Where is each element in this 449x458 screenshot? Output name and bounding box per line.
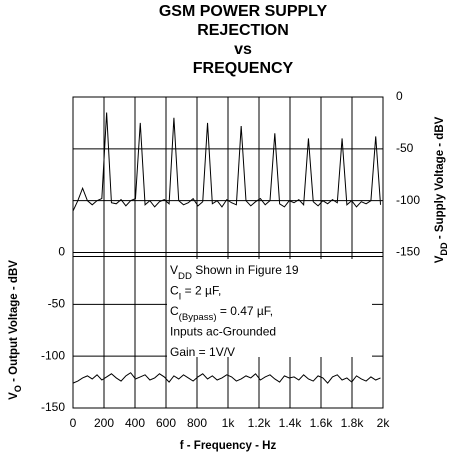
- x-tick-label: 400: [125, 416, 145, 430]
- y2-axis-label-part: - Supply Voltage - dBV: [434, 116, 446, 242]
- annotation-part: Shown in Figure 19: [192, 263, 299, 277]
- plot-frame: [72, 96, 384, 409]
- y2-tick-label: -150: [396, 245, 420, 259]
- y2-tick-label: 0: [396, 89, 403, 103]
- chart-title: vs: [234, 41, 252, 58]
- y2-axis-label: VDD - Supply Voltage - dBV: [434, 116, 449, 263]
- y-axis-label-part: - Output Voltage - dBV: [8, 260, 20, 385]
- x-tick-label: 1.4k: [279, 416, 303, 430]
- x-tick-label: 800: [187, 416, 207, 430]
- annotation-part: (Bypass): [179, 312, 217, 323]
- x-tick-label: 1.2k: [248, 416, 272, 430]
- annotation: C(Bypass) = 0.47 µF,: [170, 304, 273, 323]
- x-tick-label: 200: [94, 416, 114, 430]
- annotation: VDD Shown in Figure 19: [170, 263, 299, 282]
- annotation-part: C: [170, 284, 179, 298]
- y-tick-label: -150: [41, 400, 65, 414]
- annotation-box: [167, 259, 372, 357]
- x-tick-label: 2k: [377, 416, 391, 430]
- chart-title: REJECTION: [197, 22, 289, 39]
- y2-axis-label-part: DD: [439, 242, 449, 256]
- x-tick-label: 1.6k: [310, 416, 334, 430]
- annotation-part: V: [170, 263, 178, 277]
- chart-title: FREQUENCY: [193, 60, 294, 77]
- y2-axis-label-part: V: [434, 255, 446, 263]
- x-axis-label: f - Frequency - Hz: [180, 440, 277, 452]
- y-axis-label: VO - Output Voltage - dBV: [8, 260, 23, 400]
- y-axis-label-part: V: [8, 392, 20, 400]
- annotation-part: Gain = 1V/V: [170, 345, 235, 359]
- annotation-part: = 0.47 µF,: [217, 304, 274, 318]
- x-tick-label: 600: [156, 416, 176, 430]
- y2-tick-label: -100: [396, 193, 420, 207]
- annotation-part: = 2 µF,: [181, 284, 221, 298]
- chart-title: GSM POWER SUPPLY: [159, 3, 328, 20]
- x-tick-label: 1.8k: [341, 416, 365, 430]
- annotation-part: DD: [178, 271, 192, 282]
- data-line: [72, 372, 381, 384]
- y-tick-label: -100: [41, 348, 65, 362]
- y-tick-label: -50: [48, 297, 66, 311]
- y-tick-label: 0: [58, 245, 65, 259]
- y2-tick-label: -50: [396, 141, 414, 155]
- annotation: CI = 2 µF,: [170, 284, 221, 303]
- data-line: [72, 112, 382, 212]
- annotation-part: Inputs ac-Grounded: [170, 325, 276, 339]
- annotation-part: C: [170, 304, 179, 318]
- annotation: Inputs ac-Grounded: [170, 325, 276, 339]
- x-tick-label: 1k: [222, 416, 236, 430]
- annotation-part: I: [179, 292, 182, 303]
- y-axis-label-part: O: [13, 385, 23, 392]
- x-tick-label: 0: [70, 416, 77, 430]
- annotation: Gain = 1V/V: [170, 345, 235, 359]
